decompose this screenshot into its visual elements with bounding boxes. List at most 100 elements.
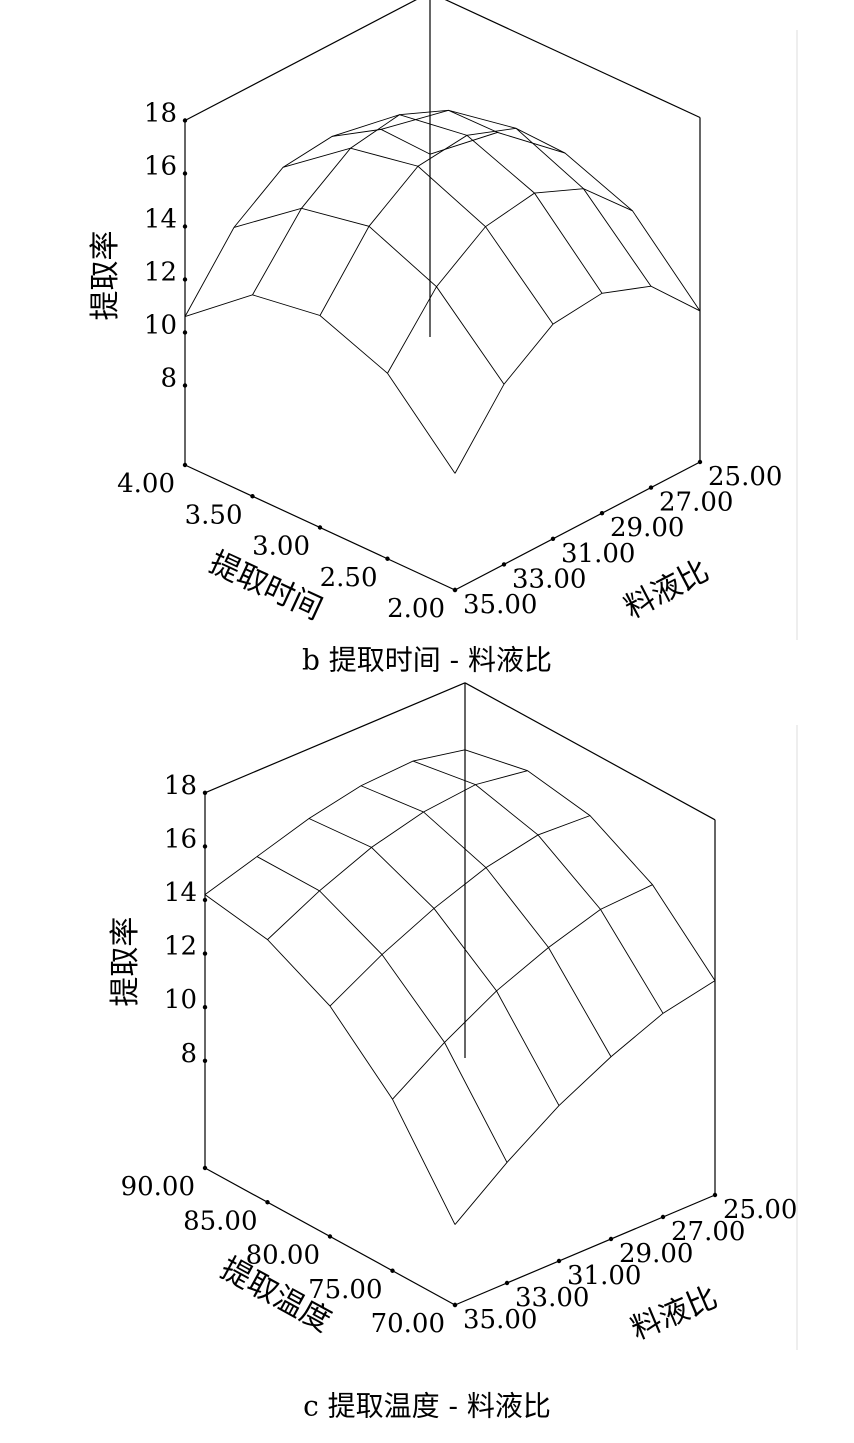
z-tick: [202, 951, 208, 956]
mesh-line: [319, 127, 566, 316]
y-tick-label: 35.00: [463, 590, 537, 620]
y-axis: [454, 461, 701, 591]
z-tick: [202, 1005, 208, 1010]
mesh-line: [454, 285, 701, 474]
z-tick: [182, 383, 188, 388]
y-tick-label: 25.00: [723, 1195, 797, 1225]
mesh-line: [412, 760, 664, 1014]
z-axis-title: 提取率: [88, 231, 123, 321]
box-edge: [204, 682, 466, 794]
x-tick: [202, 1165, 208, 1171]
x-tick: [385, 556, 390, 561]
x-tick-label: 70.00: [371, 1309, 445, 1339]
z-tick: [202, 1058, 208, 1064]
y-tick-label: 31.00: [567, 1261, 641, 1291]
z-tick: [202, 790, 208, 795]
y-tick: [452, 587, 458, 593]
mesh-line: [256, 856, 508, 1163]
mesh-line: [331, 114, 603, 294]
x-tick-label: 4.00: [117, 469, 175, 499]
y-tick: [660, 1214, 666, 1220]
z-tick: [182, 224, 188, 229]
z-tick-label: 16: [144, 152, 177, 182]
z-tick: [182, 277, 188, 282]
mesh-line: [233, 207, 505, 385]
mesh-line: [282, 147, 554, 325]
x-tick: [327, 1234, 333, 1239]
x-tick-label: 80.00: [246, 1241, 320, 1271]
caption: b 提取时间 - 料液比: [302, 644, 552, 677]
mesh-line: [308, 818, 560, 1106]
z-tick-label: 14: [144, 205, 177, 235]
x-tick: [250, 494, 255, 499]
mesh-line: [454, 980, 716, 1225]
x-tick-label: 2.00: [387, 594, 445, 624]
box-edge: [444, 0, 701, 119]
box-edge: [464, 682, 716, 821]
z-tick: [182, 118, 188, 123]
mesh-line: [380, 109, 652, 287]
y-tick-label: 29.00: [619, 1239, 693, 1269]
y-tick-label: 31.00: [561, 539, 635, 569]
y-tick: [648, 485, 654, 490]
y-tick-label: 25.00: [708, 462, 782, 492]
surface-chart: 8 10 12 14 16 18 2.00 2.50 3.00 3.50 4.00 25.0027.0…: [88, 0, 782, 677]
y-tick-label: 33.00: [515, 1283, 589, 1313]
z-tick-label: 10: [164, 985, 197, 1015]
x-tick: [265, 1200, 270, 1205]
y-tick: [504, 1280, 510, 1286]
box-edge: [184, 0, 417, 122]
caption: c 提取温度 - 料液比: [303, 1390, 551, 1423]
mesh-line: [252, 109, 498, 296]
x-tick-label: 75.00: [308, 1275, 382, 1305]
surface-chart: 8 10 12 14 16 18 70.00 75.00 80.00 85.00 90.00 25.0…: [108, 682, 797, 1423]
z-tick-label: 12: [144, 258, 177, 288]
z-tick-label: 14: [164, 878, 197, 908]
mesh-line: [204, 894, 456, 1225]
z-tick-label: 8: [180, 1039, 197, 1069]
x-tick: [182, 462, 188, 468]
x-tick: [390, 1268, 395, 1273]
mesh-line: [267, 770, 528, 940]
mesh-line: [429, 131, 701, 312]
y-tick: [712, 1192, 718, 1198]
z-tick-label: 8: [160, 364, 177, 394]
x-tick-label: 90.00: [121, 1172, 195, 1202]
x-tick-label: 2.50: [320, 563, 378, 593]
y-tick: [608, 1236, 614, 1242]
y-tick-label: 27.00: [659, 488, 733, 518]
x-tick-label: 3.00: [252, 532, 310, 562]
y-tick-label: 33.00: [512, 564, 586, 594]
x-tick-label: 85.00: [183, 1206, 257, 1236]
y-axis: [454, 1194, 716, 1306]
mesh-line: [464, 749, 716, 981]
x-tick-label: 3.50: [185, 500, 243, 530]
mesh-line: [387, 188, 633, 374]
mesh-line: [329, 815, 591, 1007]
z-axis-title: 提取率: [108, 917, 143, 1007]
mesh-line: [360, 785, 612, 1057]
z-tick: [182, 171, 188, 176]
y-tick: [599, 511, 605, 516]
mesh-line: [204, 749, 466, 896]
y-tick-label: 29.00: [610, 513, 684, 543]
mesh-line: [184, 128, 431, 317]
z-tick-label: 10: [144, 311, 177, 341]
y-tick: [550, 536, 556, 541]
z-tick: [202, 844, 208, 849]
y-tick: [697, 459, 703, 465]
y-tick: [501, 562, 507, 567]
y-tick: [452, 1302, 458, 1308]
z-tick: [202, 897, 208, 903]
y-tick: [556, 1258, 562, 1264]
z-tick-label: 12: [164, 932, 197, 962]
y-tick-label: 27.00: [671, 1217, 745, 1247]
mesh-line: [392, 884, 653, 1100]
x-tick: [317, 525, 323, 530]
z-tick-label: 18: [144, 99, 177, 129]
z-tick-label: 16: [164, 824, 197, 854]
z-tick: [182, 330, 188, 335]
mesh-line: [184, 294, 456, 474]
z-tick-label: 18: [164, 771, 197, 801]
